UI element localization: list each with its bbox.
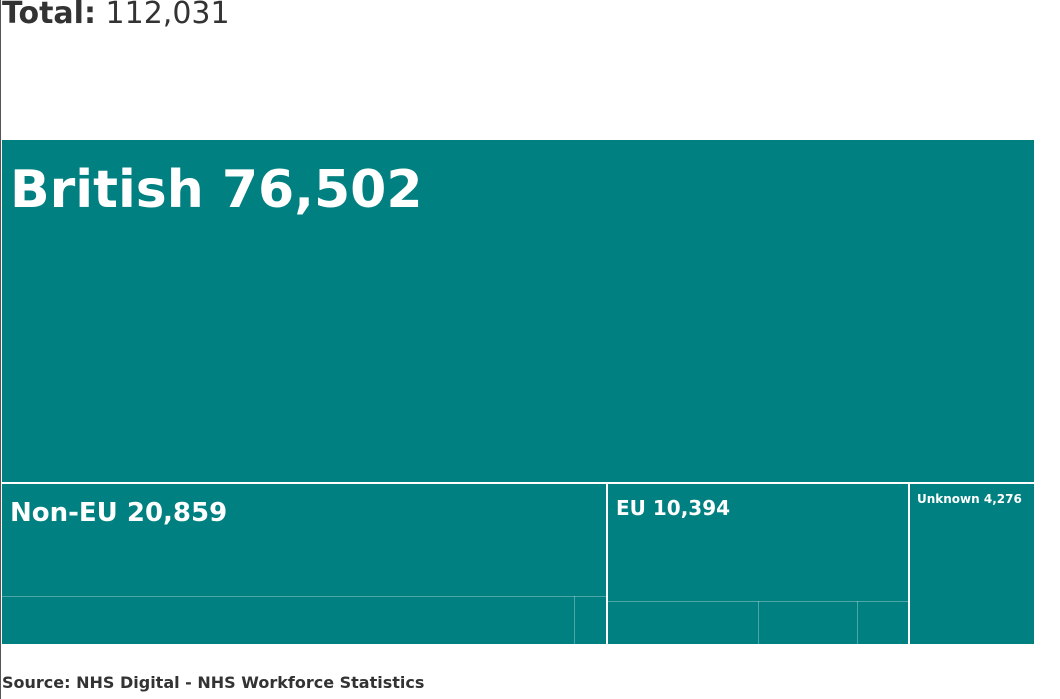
treemap-label: EU 10,394 [616, 496, 731, 520]
treemap-cell-british[interactable]: British 76,502 [2, 140, 1034, 482]
treemap-subdivision [2, 596, 606, 597]
treemap-subdivision [857, 601, 858, 644]
treemap-label: Unknown 4,276 [917, 492, 1022, 506]
treemap-label: Non-EU 20,859 [10, 498, 228, 528]
treemap-cell-unknown[interactable]: Unknown 4,276 [910, 484, 1034, 644]
total-heading: Total: 112,031 [2, 0, 230, 31]
treemap-cell-eu[interactable]: EU 10,394 [608, 484, 908, 644]
source-note: Source: NHS Digital - NHS Workforce Stat… [2, 673, 425, 692]
treemap-subdivision [574, 596, 575, 644]
treemap-label: British 76,502 [10, 160, 423, 220]
treemap-cell-non-eu[interactable]: Non-EU 20,859 [2, 484, 606, 644]
left-border [0, 0, 1, 699]
total-label: Total: [2, 0, 96, 31]
treemap-subdivision [758, 601, 759, 644]
treemap-subdivision [608, 601, 908, 602]
total-value: 112,031 [105, 0, 230, 31]
